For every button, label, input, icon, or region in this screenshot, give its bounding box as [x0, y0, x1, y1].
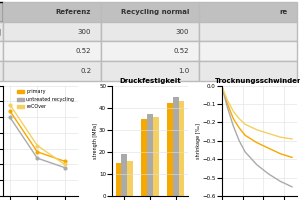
Line: reCOver: reCOver — [8, 103, 66, 166]
primary — [35, 151, 39, 153]
Bar — [173, 97, 178, 196]
reCOver — [8, 103, 12, 106]
untreated recycling — [35, 157, 39, 159]
Y-axis label: strength [MPa]: strength [MPa] — [93, 123, 98, 159]
Bar — [178, 101, 184, 196]
Title: Druckfestigkeit: Druckfestigkeit — [119, 78, 181, 84]
reCOver — [63, 163, 67, 166]
Bar — [116, 163, 122, 196]
Y-axis label: shrinkage [‰]: shrinkage [‰] — [196, 123, 201, 159]
Bar — [142, 119, 147, 196]
Title: Trocknungsschwinden: Trocknungsschwinden — [215, 78, 300, 84]
Bar — [122, 154, 127, 196]
Bar — [147, 114, 153, 196]
Line: untreated recycling: untreated recycling — [8, 116, 66, 169]
reCOver — [35, 144, 39, 147]
Bar — [153, 117, 158, 196]
untreated recycling — [63, 166, 67, 169]
Legend: primary, untreated recycling, reCOver: primary, untreated recycling, reCOver — [15, 88, 76, 111]
Bar — [167, 103, 173, 196]
Line: primary: primary — [8, 109, 66, 163]
primary — [63, 160, 67, 163]
primary — [8, 110, 12, 112]
Bar — [127, 161, 133, 196]
untreated recycling — [8, 116, 12, 118]
